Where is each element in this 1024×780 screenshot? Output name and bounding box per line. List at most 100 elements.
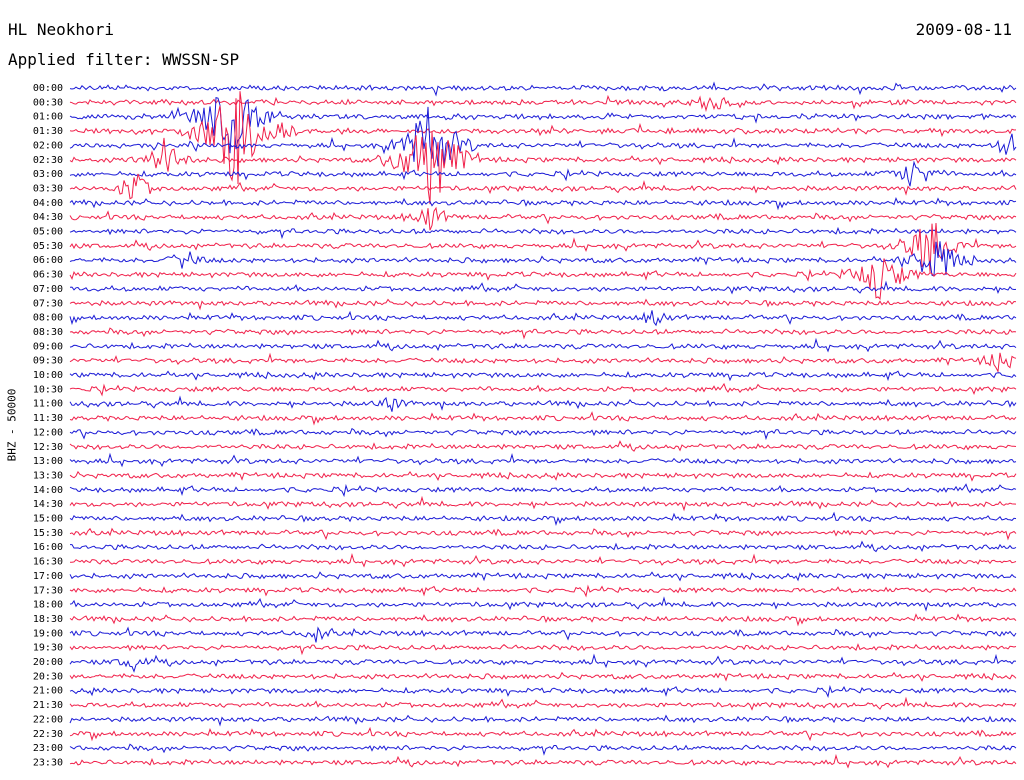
trace-row — [69, 653, 1017, 673]
row-tick-label: 01:00 — [33, 112, 63, 123]
trace-row — [69, 131, 1017, 205]
row-tick-label: 13:30 — [33, 470, 63, 481]
row-tick-label: 10:00 — [33, 370, 63, 381]
trace-row — [69, 298, 1017, 311]
trace-row — [69, 206, 1017, 231]
row-tick-label: 16:30 — [33, 557, 63, 568]
trace-row — [69, 241, 1017, 277]
trace-row — [69, 310, 1017, 327]
row-tick-label: 08:30 — [33, 327, 63, 338]
row-tick-label: 01:30 — [33, 126, 63, 137]
row-tick-label: 02:30 — [33, 155, 63, 166]
row-tick-label: 15:30 — [33, 528, 63, 539]
row-tick-label: 17:30 — [33, 585, 63, 596]
trace-row — [69, 222, 1017, 273]
row-tick-label: 07:00 — [33, 284, 63, 295]
row-tick-label: 12:30 — [33, 442, 63, 453]
trace-row — [69, 280, 1017, 295]
trace-row — [69, 671, 1017, 682]
trace-row — [69, 714, 1017, 727]
trace-row — [69, 511, 1017, 527]
trace-row — [69, 337, 1017, 353]
trace-row — [69, 596, 1017, 612]
row-tick-label: 10:30 — [33, 384, 63, 395]
row-tick-label: 02:00 — [33, 140, 63, 151]
filter-label: Applied filter: WWSSN-SP — [8, 50, 240, 69]
station-title: HL Neokhori — [8, 20, 114, 39]
row-tick-label: 20:30 — [33, 671, 63, 682]
row-tick-label: 19:30 — [33, 643, 63, 654]
row-tick-label: 05:30 — [33, 241, 63, 252]
trace-row — [69, 94, 1017, 113]
row-tick-label: 09:00 — [33, 341, 63, 352]
trace-row — [69, 753, 1017, 769]
trace-row — [69, 483, 1017, 498]
trace-row — [69, 81, 1017, 97]
trace-row — [69, 552, 1017, 568]
row-tick-label: 23:00 — [33, 743, 63, 754]
row-tick-label: 06:00 — [33, 255, 63, 266]
row-tick-label: 04:30 — [33, 212, 63, 223]
trace-row — [69, 226, 1017, 240]
row-tick-label: 20:00 — [33, 657, 63, 668]
row-tick-label: 11:30 — [33, 413, 63, 424]
trace-row — [69, 470, 1017, 482]
row-tick-label: 22:00 — [33, 714, 63, 725]
trace-row — [69, 427, 1017, 441]
row-tick-label: 18:00 — [33, 600, 63, 611]
date-label: 2009-08-11 — [915, 20, 1012, 39]
trace-row — [69, 452, 1017, 468]
trace-row — [69, 684, 1017, 698]
trace-row — [69, 370, 1017, 382]
row-tick-label: 13:00 — [33, 456, 63, 467]
row-tick-label: 03:30 — [33, 183, 63, 194]
trace-row — [69, 197, 1017, 211]
trace-row — [69, 643, 1017, 656]
row-tick-label: 00:30 — [33, 97, 63, 108]
row-tick-label: 06:30 — [33, 270, 63, 281]
row-tick-label: 04:00 — [33, 198, 63, 209]
trace-row — [69, 726, 1017, 742]
trace-row — [69, 327, 1017, 340]
row-tick-label: 14:00 — [33, 485, 63, 496]
row-tick-label: 11:00 — [33, 399, 63, 410]
trace-row — [69, 527, 1017, 541]
trace-row — [70, 540, 1017, 553]
row-tick-label: 07:30 — [33, 298, 63, 309]
row-tick-label: 12:00 — [33, 427, 63, 438]
trace-row — [69, 173, 1017, 200]
trace-row — [69, 352, 1017, 374]
trace-row — [69, 495, 1017, 512]
trace-row — [69, 382, 1017, 397]
row-tick-label: 09:30 — [33, 356, 63, 367]
row-tick-label: 03:00 — [33, 169, 63, 180]
time-tick-labels: 00:00 00:30 01:00 01:30 02:00 02:30 03:00 03:30… — [33, 83, 63, 768]
row-tick-label: 21:00 — [33, 686, 63, 697]
trace-row — [69, 613, 1017, 627]
trace-row — [69, 440, 1017, 452]
trace-row — [69, 411, 1017, 426]
row-tick-label: 19:00 — [33, 628, 63, 639]
trace-row — [69, 696, 1017, 711]
trace-row — [69, 743, 1017, 756]
row-tick-label: 14:30 — [33, 499, 63, 510]
trace-row — [69, 91, 1017, 185]
row-tick-label: 18:30 — [33, 614, 63, 625]
trace-row — [69, 395, 1017, 412]
row-tick-label: 16:00 — [33, 542, 63, 553]
trace-row — [69, 106, 1017, 167]
row-tick-label: 00:00 — [33, 83, 63, 94]
row-tick-label: 08:00 — [33, 313, 63, 324]
row-tick-label: 21:30 — [33, 700, 63, 711]
row-tick-label: 15:00 — [33, 514, 63, 525]
trace-row — [69, 571, 1017, 582]
row-tick-label: 05:00 — [33, 227, 63, 238]
seismogram-traces — [69, 81, 1017, 769]
row-tick-label: 23:30 — [33, 757, 63, 768]
trace-row — [69, 584, 1017, 598]
trace-row — [69, 160, 1017, 187]
row-tick-label: 22:30 — [33, 729, 63, 740]
trace-row — [69, 626, 1017, 643]
trace-row — [69, 258, 1017, 300]
